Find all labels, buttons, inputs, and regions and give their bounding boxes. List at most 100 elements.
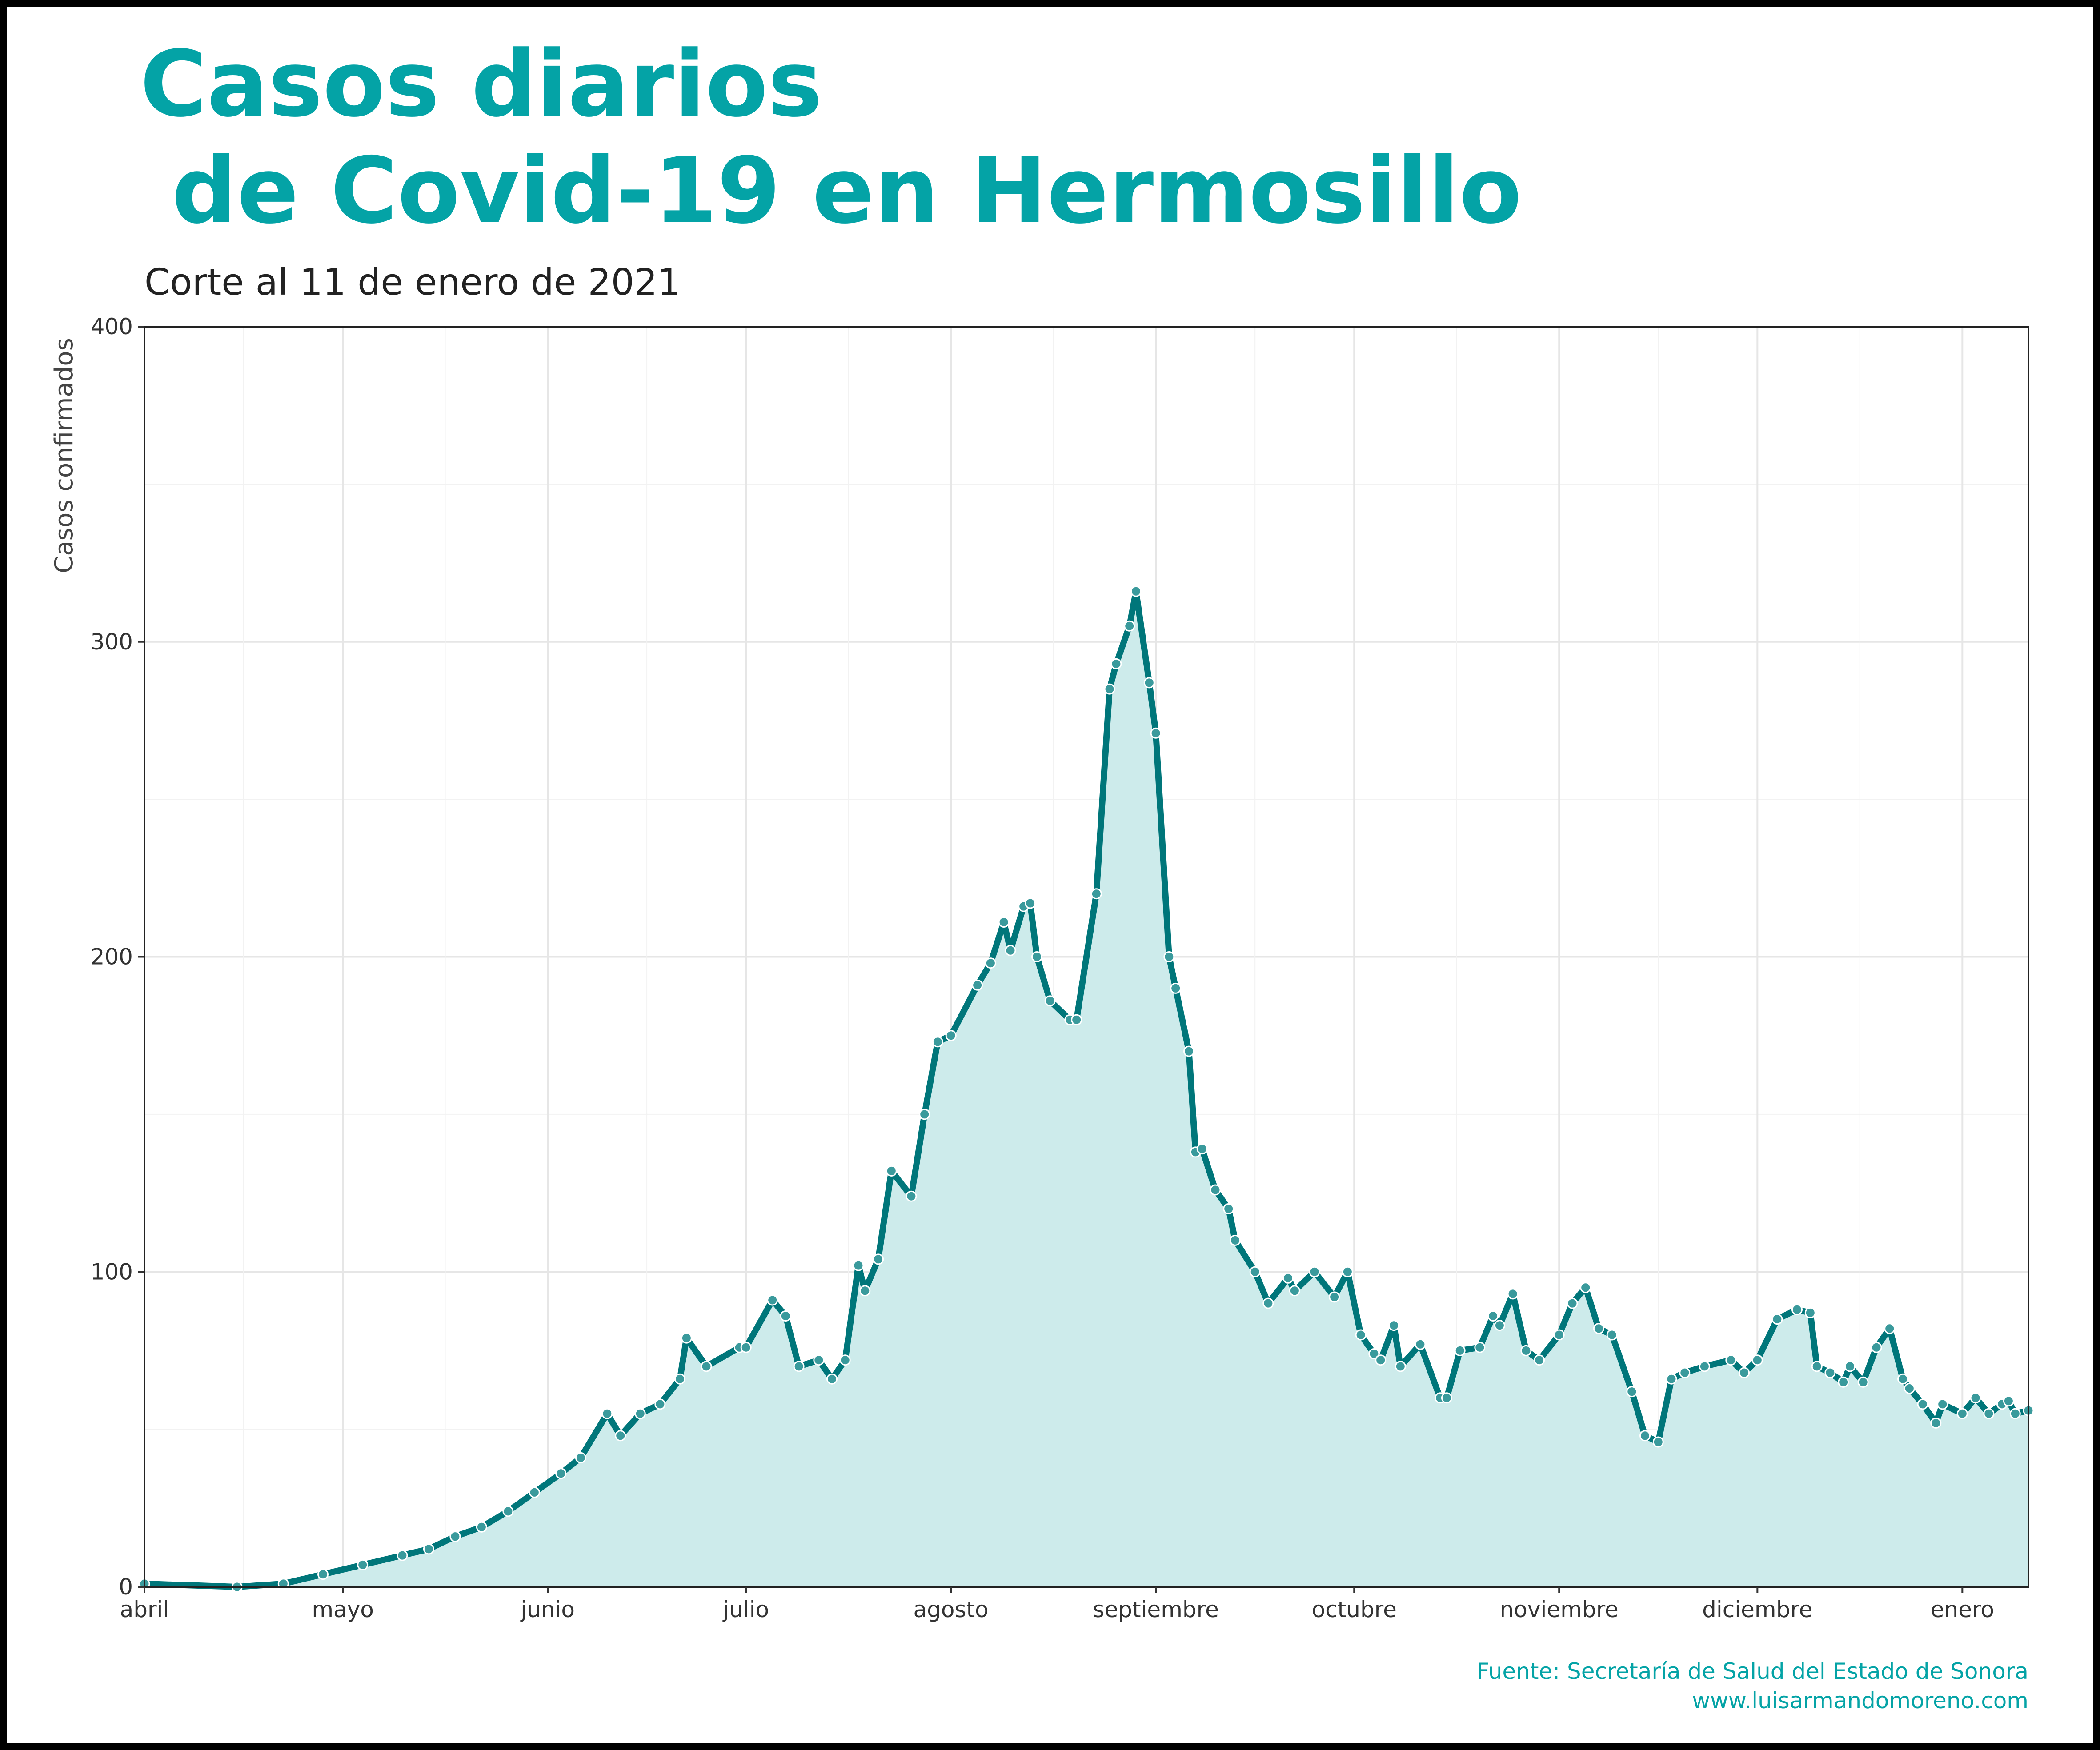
data-point xyxy=(1230,1234,1241,1246)
data-point xyxy=(1474,1342,1486,1353)
data-point xyxy=(1606,1329,1618,1341)
data-point xyxy=(793,1361,805,1372)
x-tick-label: julio xyxy=(722,1597,769,1622)
data-point xyxy=(1163,951,1175,962)
data-point xyxy=(317,1569,329,1580)
chart-frame: Casos diarios de Covid-19 en Hermosillo … xyxy=(7,7,2093,1743)
data-point xyxy=(575,1452,586,1463)
x-tick-label: mayo xyxy=(312,1597,374,1622)
data-point xyxy=(1210,1184,1221,1196)
data-point xyxy=(1593,1323,1604,1334)
caption-site: www.luisarmandomoreno.com xyxy=(1692,1688,2028,1714)
data-point xyxy=(1494,1320,1505,1331)
data-point xyxy=(1553,1329,1565,1341)
data-point xyxy=(476,1521,487,1533)
data-point xyxy=(1983,1408,1995,1419)
data-point xyxy=(601,1408,613,1419)
data-point xyxy=(1289,1285,1300,1297)
data-point xyxy=(1375,1354,1387,1366)
data-point xyxy=(1282,1272,1294,1284)
y-tick-label: 200 xyxy=(91,944,133,970)
data-point xyxy=(1090,888,1102,900)
data-point xyxy=(701,1361,712,1372)
data-point xyxy=(1130,585,1142,597)
data-point xyxy=(1904,1383,1915,1394)
data-point xyxy=(1771,1314,1783,1325)
x-ticks: abril mayo junio julio agosto septiembre octub… xyxy=(120,1587,1994,1622)
data-point xyxy=(1871,1342,1882,1353)
data-point xyxy=(615,1430,626,1442)
data-point xyxy=(1395,1361,1406,1372)
y-tick-label: 0 xyxy=(119,1574,133,1600)
data-point xyxy=(919,1109,930,1120)
data-point xyxy=(634,1408,646,1419)
data-point xyxy=(1150,727,1162,739)
data-point xyxy=(740,1342,752,1353)
data-point xyxy=(449,1531,461,1542)
data-point xyxy=(1838,1376,1849,1388)
data-point xyxy=(1031,951,1042,962)
data-point xyxy=(1196,1143,1208,1155)
y-axis-label: Casos confirmados xyxy=(50,338,79,573)
data-point xyxy=(423,1543,434,1555)
data-point xyxy=(1970,1392,1981,1404)
data-point xyxy=(780,1310,791,1322)
data-point xyxy=(1262,1297,1274,1309)
data-point xyxy=(1626,1386,1638,1398)
data-point xyxy=(1917,1398,1928,1410)
data-point xyxy=(1666,1373,1677,1385)
y-tick-label: 400 xyxy=(91,314,133,340)
data-point xyxy=(1415,1338,1426,1350)
data-point xyxy=(654,1398,666,1410)
chart-title-line2: de Covid-19 en Hermosillo xyxy=(140,138,1522,244)
data-point xyxy=(1956,1408,1968,1419)
data-point xyxy=(1897,1373,1908,1385)
data-point xyxy=(555,1468,567,1479)
data-layer xyxy=(139,585,2034,1593)
x-tick-label: abril xyxy=(120,1597,169,1622)
data-point xyxy=(529,1486,540,1498)
data-point xyxy=(1930,1417,1942,1429)
data-point xyxy=(1388,1320,1399,1331)
data-point xyxy=(1368,1348,1380,1359)
data-point xyxy=(985,957,996,969)
data-point xyxy=(1811,1361,1823,1372)
data-point xyxy=(1441,1392,1452,1404)
x-tick-label: agosto xyxy=(914,1597,989,1622)
data-point xyxy=(1071,1014,1082,1025)
x-tick-label: enero xyxy=(1931,1597,1994,1622)
data-point xyxy=(1124,620,1135,632)
data-point xyxy=(1355,1329,1367,1341)
x-tick-label: noviembre xyxy=(1500,1597,1619,1622)
data-point xyxy=(886,1165,897,1177)
data-point xyxy=(1487,1310,1499,1322)
data-point xyxy=(1110,658,1122,669)
data-point xyxy=(2009,1408,2021,1419)
data-point xyxy=(674,1373,685,1385)
data-point xyxy=(853,1260,864,1271)
data-point xyxy=(932,1036,943,1048)
chart-subtitle: Corte al 11 de enero de 2021 xyxy=(144,261,681,304)
data-point xyxy=(839,1354,851,1366)
x-tick-label: octubre xyxy=(1312,1597,1397,1622)
data-point xyxy=(1005,945,1016,956)
caption-source: Fuente: Secretaría de Salud del Estado d… xyxy=(1477,1658,2028,1684)
y-ticks: 0 100 200 300 400 xyxy=(91,314,144,1600)
data-point xyxy=(1143,677,1155,689)
data-point xyxy=(1329,1291,1340,1303)
data-point xyxy=(1183,1045,1194,1057)
y-tick-label: 300 xyxy=(91,629,133,655)
data-point xyxy=(1342,1266,1353,1277)
data-point xyxy=(1170,982,1182,994)
data-point xyxy=(1567,1297,1578,1309)
data-point xyxy=(681,1332,692,1344)
data-point xyxy=(1725,1354,1737,1366)
data-point xyxy=(1580,1282,1591,1293)
data-point xyxy=(357,1559,369,1570)
x-tick-label: junio xyxy=(520,1597,575,1622)
data-point xyxy=(1699,1361,1710,1372)
data-point xyxy=(1534,1354,1545,1366)
data-point xyxy=(873,1253,884,1265)
data-point xyxy=(1824,1367,1836,1378)
x-tick-label: diciembre xyxy=(1702,1597,1812,1622)
